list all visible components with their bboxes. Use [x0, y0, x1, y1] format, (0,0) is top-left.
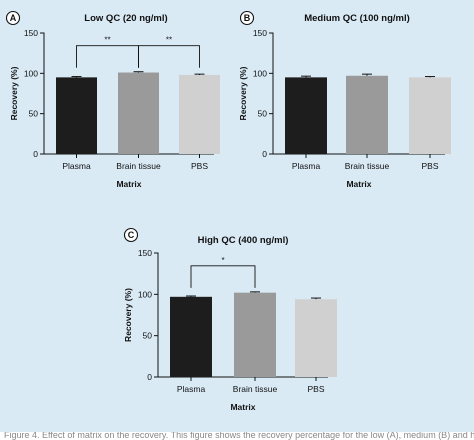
figure-caption: Figure 4. Effect of matrix on the recove…: [4, 432, 474, 440]
panel-b-y-tick-label: 100: [253, 68, 267, 78]
panel-a-significance-bracket: [138, 45, 200, 68]
panel-b-title: Medium QC (100 ng/ml): [304, 13, 410, 24]
panel-c-significance-label: *: [221, 256, 224, 265]
panel-a-bar: [56, 77, 97, 154]
panel-c-significance-bracket: [190, 265, 256, 288]
panel-a-significance-bracket: [76, 45, 139, 68]
panel-b-bar: [409, 77, 451, 154]
panel-c-bar: [170, 296, 212, 377]
panel-a-x-tick-label: Plasma: [62, 161, 91, 171]
panel-c-y-tick-label: 50: [143, 331, 153, 341]
panel-b-badge-label: B: [244, 13, 251, 23]
panel-c-badge-label: C: [128, 230, 135, 240]
panel-c-bar: [295, 299, 337, 377]
panel-a-significance-label: **: [104, 36, 110, 45]
panel-a-significance-label: **: [166, 36, 172, 45]
panel-c-x-axis-label: Matrix: [230, 402, 255, 412]
panel-a-x-tick-label: Brain tissue: [116, 161, 161, 171]
panel-c-x-tick-label: PBS: [307, 384, 324, 394]
panel-c-y-tick-label: 100: [138, 289, 152, 299]
panel-c-y-tick-label: 0: [147, 372, 152, 382]
caption-strip: Figure 4. Effect of matrix on the recove…: [0, 432, 474, 440]
panel-a-y-tick-label: 0: [33, 149, 38, 159]
panel-a-y-tick-label: 50: [29, 109, 39, 119]
panel-a-y-tick-label: 150: [24, 28, 38, 38]
panel-a-badge-label: A: [10, 13, 17, 23]
panel-c-x-tick-label: Brain tissue: [233, 384, 278, 394]
panel-a-x-axis-label: Matrix: [116, 179, 141, 189]
panel-b-badge: [239, 10, 255, 26]
panel-a-bar: [179, 74, 220, 154]
panel-c-title: High QC (400 ng/ml): [198, 235, 289, 246]
panel-b-bar: [285, 77, 327, 154]
panel-c-x-tick-label: Plasma: [177, 384, 206, 394]
panel-b-bar: [346, 75, 388, 154]
panel-a-x-tick-label: PBS: [191, 161, 208, 171]
panel-b-y-tick-label: 0: [262, 149, 267, 159]
panel-b-x-tick-label: Plasma: [292, 161, 321, 171]
panel-b-x-tick-label: Brain tissue: [345, 161, 390, 171]
panel-c-y-tick-label: 150: [138, 248, 152, 258]
panel-b-x-axis-label: Matrix: [346, 179, 371, 189]
panel-c-badge: [123, 227, 139, 243]
panel-b-y-tick-label: 50: [258, 109, 268, 119]
panel-c-bar: [234, 292, 276, 377]
panel-a-badge: [5, 10, 21, 26]
panel-b-x-tick-label: PBS: [421, 161, 438, 171]
panel-a-bar: [118, 72, 159, 154]
panel-b-y-tick-label: 150: [253, 28, 267, 38]
panel-a-title: Low QC (20 ng/ml): [84, 13, 167, 24]
panel-a-y-tick-label: 100: [24, 68, 38, 78]
panel-a-y-axis-label: Recovery (%): [9, 66, 19, 120]
panel-b-y-axis-label: Recovery (%): [238, 66, 248, 120]
panel-c-y-axis-label: Recovery (%): [123, 288, 133, 342]
